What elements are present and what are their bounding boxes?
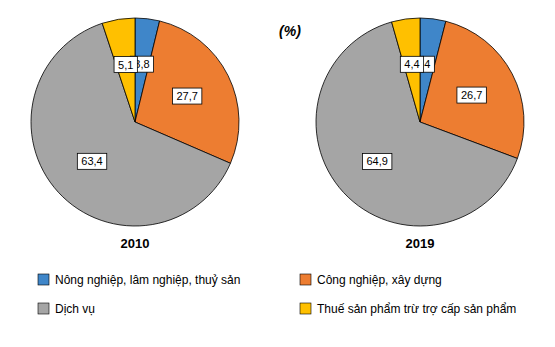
data-label: 63,4 [81,155,102,167]
data-label: 4 [424,58,430,70]
legend-swatch [38,303,49,314]
legend-label: Thuế sản phẩm trừ trợ cấp sản phẩm [317,302,516,316]
chart-title: 2010 [121,236,150,251]
data-label-box [77,153,106,169]
pie-slice [392,18,420,122]
data-label: 26,7 [461,89,482,101]
pie-slice [102,18,135,122]
pie-0 [31,18,239,226]
data-label: 64,9 [366,155,387,167]
legend-label: Công nghiệp, xây dựng [317,273,442,287]
legend-label: Dịch vụ [55,302,95,316]
legend-swatch [300,303,311,314]
data-label-box [362,153,391,169]
legend-swatch [300,274,311,285]
legend-swatch [38,274,49,285]
data-label-box [114,57,137,73]
data-label-box [400,56,423,72]
data-label-box [457,87,486,103]
legend-label: Nông nghiệp, lâm nghiệp, thuỷ sản [55,273,240,287]
data-label: 4,4 [404,58,419,70]
chart-canvas: (%)3,827,763,45,12010426,764,94,42019Nôn… [0,0,555,347]
data-label: 5,1 [118,59,133,71]
unit-label: (%) [279,23,301,39]
pie-1 [316,18,524,226]
data-label-box [172,88,201,104]
data-label: 27,7 [176,90,197,102]
chart-title: 2019 [406,236,435,251]
